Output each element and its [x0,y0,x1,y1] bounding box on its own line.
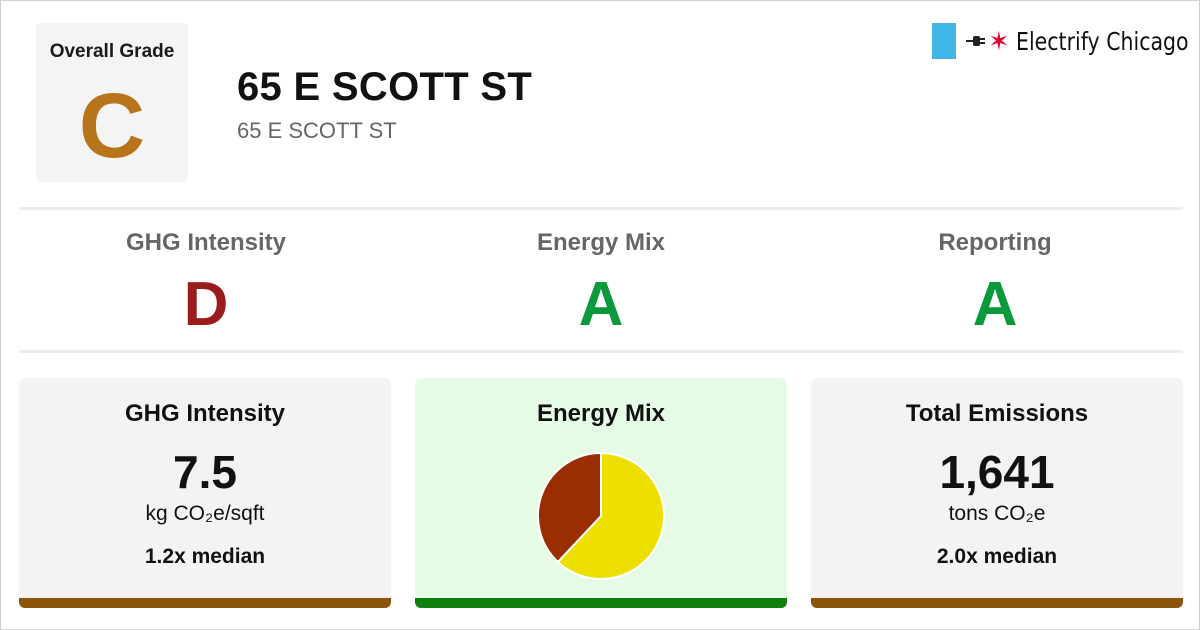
total-emissions-unit: tons CO₂e [948,502,1046,525]
grade-label: Reporting [938,229,1052,256]
grade-label: GHG Intensity [125,229,287,256]
grade-ghg-intensity: GHG Intensity D [9,225,403,345]
card-accent-bar [415,598,787,608]
total-emissions-value: 1,641 [939,446,1055,498]
chicago-star-icon: ✶ [988,26,1010,56]
ghg-intensity-value: 7.5 [173,446,237,498]
plug-icon [966,36,985,46]
divider-bottom [19,350,1183,353]
electrify-chicago-logo[interactable]: ✶ Electrify Chicago [932,23,1200,59]
pie-slice-0 [556,451,665,580]
overall-grade-label: Overall Grade [49,41,175,62]
energy-mix-card: Energy Mix [415,378,787,608]
ghg-intensity-median: 1.2x median [144,545,266,568]
energy-mix-pie-chart [537,451,665,580]
chicago-flag-icon [932,23,956,59]
card-title: Total Emissions [905,400,1089,427]
total-emissions-median: 2.0x median [936,545,1058,568]
card-accent-bar [19,598,391,608]
ghg-intensity-card: GHG Intensity 7.5 kg CO₂e/sqft 1.2x medi… [19,378,391,608]
logo-text: Electrify Chicago [1015,26,1189,56]
ghg-intensity-unit: kg CO₂e/sqft [145,502,265,525]
building-name: 65 E SCOTT ST [237,65,533,109]
grade-label: Energy Mix [536,229,666,256]
grade-letter: D [183,270,229,339]
overall-grade-letter: C [78,75,146,177]
overall-grade-box: Overall Grade C [36,23,188,182]
divider-top [19,207,1183,210]
pie-slice-1 [537,451,602,564]
total-emissions-card: Total Emissions 1,641 tons CO₂e 2.0x med… [811,378,1183,608]
grade-reporting: Reporting A [798,225,1192,345]
grade-letter: A [578,270,624,339]
grade-energy-mix: Energy Mix A [404,225,798,345]
grade-letter: A [972,270,1018,339]
card-accent-bar [811,598,1183,608]
card-title: GHG Intensity [124,400,286,427]
card-title: Energy Mix [536,400,666,427]
building-address: 65 E SCOTT ST [237,118,397,143]
